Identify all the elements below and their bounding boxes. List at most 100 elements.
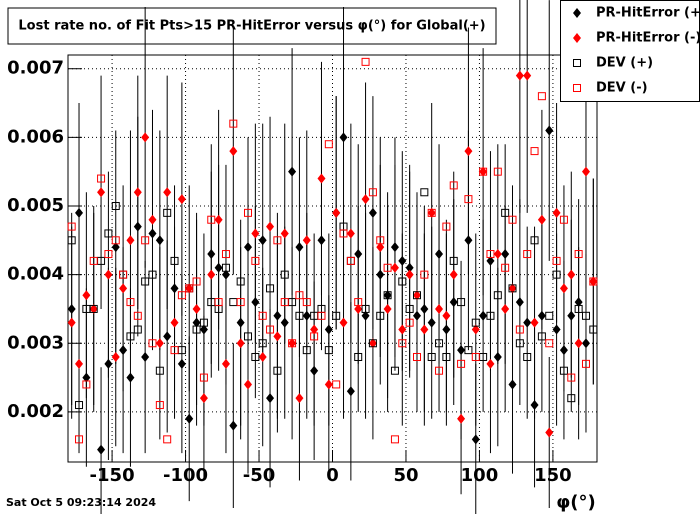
marker	[221, 250, 230, 259]
marker	[449, 269, 458, 280]
x-tick-label: -150	[90, 465, 135, 486]
marker	[207, 269, 216, 280]
marker	[398, 277, 407, 286]
marker	[192, 277, 201, 286]
marker	[376, 242, 385, 253]
marker	[236, 317, 245, 328]
marker	[589, 276, 598, 287]
y-tick-label: 0.007	[7, 58, 64, 79]
marker	[501, 249, 510, 260]
marker	[449, 256, 458, 265]
marker	[545, 339, 554, 348]
marker	[346, 386, 355, 397]
legend-label: PR-HitError (+)	[596, 6, 700, 21]
marker	[266, 221, 275, 232]
marker	[295, 393, 304, 404]
marker	[523, 352, 532, 361]
marker	[390, 366, 399, 375]
marker	[530, 400, 539, 411]
marker	[464, 146, 473, 157]
marker	[82, 380, 91, 389]
marker	[508, 215, 517, 224]
marker	[67, 317, 76, 328]
marker	[251, 297, 260, 308]
marker	[508, 379, 517, 390]
marker	[170, 283, 179, 294]
marker	[214, 298, 223, 307]
marker	[383, 263, 392, 272]
marker	[493, 351, 502, 362]
marker	[435, 339, 444, 348]
marker	[501, 208, 510, 217]
marker	[515, 325, 524, 334]
marker	[339, 229, 348, 238]
legend-box	[560, 0, 700, 102]
marker	[170, 317, 179, 328]
marker	[155, 366, 164, 375]
marker	[339, 317, 348, 328]
marker	[574, 304, 583, 313]
marker	[552, 270, 561, 279]
marker	[574, 338, 583, 349]
marker	[493, 167, 502, 176]
marker	[324, 324, 333, 335]
marker	[133, 221, 142, 232]
marker	[368, 188, 377, 197]
marker	[427, 207, 436, 218]
marker	[75, 401, 84, 410]
marker	[435, 303, 444, 314]
marker	[288, 339, 297, 348]
marker	[192, 325, 201, 334]
marker	[111, 351, 120, 362]
marker	[420, 324, 429, 335]
marker	[545, 427, 554, 438]
marker	[559, 366, 568, 375]
marker	[368, 339, 377, 348]
marker	[104, 358, 113, 369]
marker	[317, 235, 326, 246]
timestamp: Sat Oct 5 09:23:14 2024	[6, 496, 156, 509]
marker	[545, 125, 554, 136]
marker	[126, 235, 135, 246]
marker	[310, 332, 319, 341]
marker	[67, 222, 76, 231]
marker	[368, 338, 377, 349]
marker	[236, 298, 245, 307]
marker	[530, 147, 539, 156]
marker	[559, 345, 568, 356]
marker	[251, 256, 260, 265]
marker	[75, 207, 84, 218]
marker	[581, 311, 590, 320]
marker	[479, 167, 488, 176]
marker	[515, 297, 524, 308]
marker	[449, 297, 458, 308]
marker	[361, 57, 370, 66]
marker	[266, 393, 275, 404]
marker	[317, 173, 326, 184]
marker	[155, 235, 164, 246]
marker	[435, 366, 444, 375]
marker	[412, 352, 421, 361]
marker	[464, 346, 473, 355]
marker	[185, 284, 194, 293]
marker	[244, 332, 253, 341]
marker	[67, 303, 76, 314]
marker	[317, 311, 326, 320]
marker	[493, 291, 502, 300]
marker	[141, 236, 150, 245]
marker	[207, 215, 216, 224]
marker	[376, 269, 385, 280]
marker	[302, 235, 311, 246]
marker	[177, 291, 186, 300]
marker	[581, 359, 590, 368]
marker	[324, 346, 333, 355]
marker	[221, 269, 230, 280]
marker	[155, 338, 164, 349]
marker	[221, 358, 230, 369]
marker	[111, 242, 120, 253]
marker	[288, 338, 297, 349]
marker	[390, 242, 399, 253]
marker	[427, 352, 436, 361]
